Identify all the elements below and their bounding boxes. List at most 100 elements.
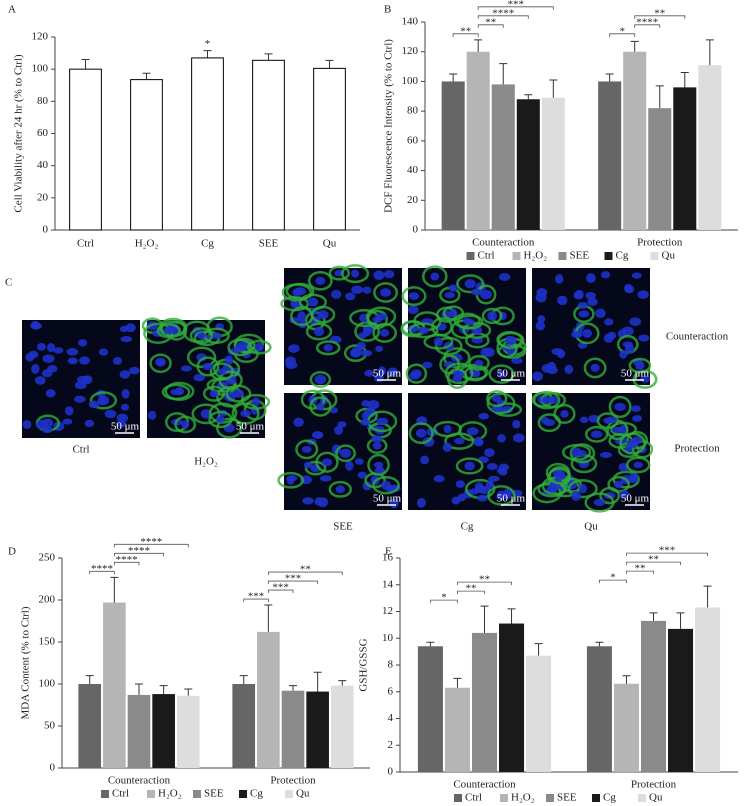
nucleus [635,361,645,370]
nucleus [535,293,547,303]
green-signal [596,412,619,430]
error-bar [449,73,458,82]
image-label: Ctrl [72,444,89,456]
bar [252,59,285,231]
nucleus [62,418,73,425]
nucleus [128,366,140,375]
nucleus [614,480,624,489]
significance-bracket [626,561,681,566]
row-label: Protection [674,443,720,455]
green-signal [372,322,398,343]
green-signal [607,476,630,493]
legend-swatch [101,790,109,798]
error-bar [239,675,248,684]
micrograph: 50 μm [532,268,658,389]
green-signal [189,327,214,345]
significance-bracket [89,570,115,575]
bar [640,620,667,772]
nucleus [286,475,295,485]
green-signal [186,346,217,369]
nucleus [98,398,107,406]
nucleus [577,301,589,309]
nucleus [34,376,46,385]
y-tick-label: 100 [39,678,56,690]
nucleus [356,341,366,351]
nucleus [148,410,157,420]
legend-label: Qu [296,788,310,800]
legend-swatch [512,252,521,260]
bar [257,631,280,768]
significance-label: * [441,592,447,604]
nucleus [626,438,639,449]
nucleus [115,420,127,428]
legend-swatch [454,794,462,802]
nucleus [82,375,93,385]
nucleus [351,285,364,295]
nucleus [30,322,43,330]
y-tick-label: 6 [388,685,394,697]
nucleus [319,475,332,482]
error-bar [703,585,712,608]
image-label: H₂O₂ [194,456,218,468]
error-bar [313,671,322,692]
nucleus [619,350,628,359]
bar [191,57,224,231]
nucleus [464,279,476,289]
error-bar [705,39,714,66]
nucleus [511,357,523,364]
error-bar [649,612,658,621]
green-signal [196,356,220,377]
significance-label: **** [128,545,150,557]
nucleus [307,297,319,307]
nucleus [383,270,395,279]
significance-bracket [267,571,343,576]
nucleus [505,335,517,345]
micrograph: 50 μm [22,320,140,438]
bar [623,51,647,230]
green-signal [608,395,632,419]
significance-label: * [610,572,616,584]
nucleus [46,343,56,353]
green-signal [456,274,485,294]
nucleus [316,402,325,411]
y-tick-label: 120 [402,45,419,57]
nucleus [156,360,165,367]
legend-swatch [558,252,567,260]
y-tick-label: 200 [39,594,56,606]
nucleus [79,356,91,365]
green-signal [446,367,468,389]
significance-bracket [477,24,504,28]
nucleus [36,342,46,351]
green-signal [231,402,260,425]
green-signal [486,390,508,408]
x-tick-label: H₂O₂ [135,238,159,250]
green-signal [277,471,304,489]
legend-label: Qu [662,250,676,262]
nucleus [454,437,465,445]
green-signal [335,444,356,463]
nucleus [474,359,484,367]
bar [69,68,102,231]
green-signal [422,265,448,288]
bar [499,623,525,772]
significance-bracket [267,589,294,594]
green-signal [625,456,651,474]
nucleus [471,337,484,344]
green-signal [548,466,571,485]
nucleus [329,407,339,414]
green-signal [408,322,439,339]
significance-bracket [113,561,140,566]
nucleus [433,475,445,483]
nucleus [575,289,584,299]
nucleus [484,448,495,457]
error-bar [534,643,543,656]
legend-label: SEE [570,250,590,262]
error-bar [264,604,273,632]
nucleus [487,310,498,321]
green-signal [488,364,515,384]
nucleus [594,308,606,319]
nucleus [624,344,635,354]
bar [281,690,305,768]
nucleus [321,458,333,467]
